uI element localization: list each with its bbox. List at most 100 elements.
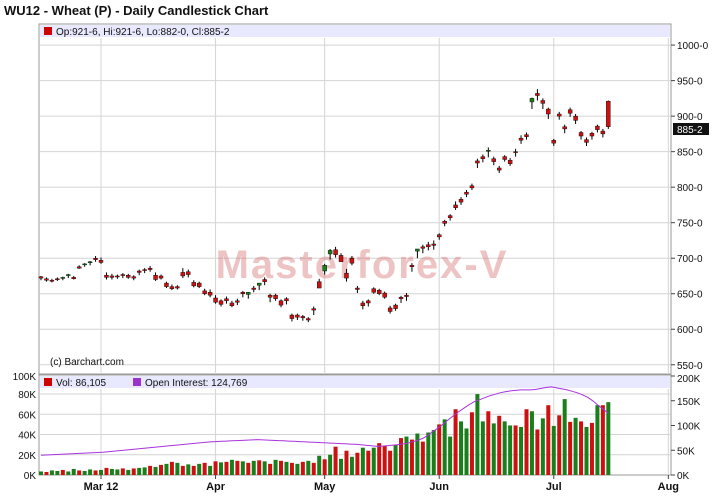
volume-bar [273,459,278,475]
price-tick-label: 700-0 [677,254,703,265]
volume-bar [431,429,436,475]
volume-bar [317,455,322,475]
volume-bar [535,429,540,475]
volume-bar [399,438,404,475]
last-price-tag-box [673,123,709,135]
candle-body [584,139,589,143]
volume-top-label: 100K [13,372,37,383]
candle-body [235,300,240,303]
volume-bar [464,428,469,475]
price-tick-label: 1000-0 [677,41,709,52]
price-tick-label: 600-0 [677,325,703,336]
open-interest-line [40,386,609,456]
candle-body [240,292,246,294]
candle-body [71,277,76,280]
candle-body [251,287,256,290]
candle-body [415,248,420,252]
oi-tick-label: 150K [677,397,701,408]
candle-body [333,249,338,255]
volume-bar [126,469,131,475]
month-label: Mar 12 [84,481,119,493]
volume-bar [137,467,142,475]
volume-bar [202,462,207,475]
candle-body [262,279,267,282]
candle-body [49,280,55,282]
candle-body [573,115,578,121]
volume-bar [480,421,485,475]
volume-bar [557,415,562,475]
candle-body [142,269,147,271]
volume-bar [284,461,289,475]
candle-body [136,270,142,273]
price-tick-label: 800-0 [677,183,703,194]
volume-bar [186,464,191,475]
candle-body [229,302,235,307]
volume-bar [448,436,453,475]
candle-body [355,287,360,290]
candle-body [153,275,158,280]
volume-bar [279,460,284,475]
candle-body [158,275,164,279]
candle-body [246,292,251,295]
price-legend-text: Op:921-6, Hi:921-6, Lo:882-0, Cl:885-2 [56,27,230,38]
volume-bar [409,439,414,475]
volume-bar [224,461,229,475]
candle-body [600,130,606,135]
candle-body [562,126,567,130]
volume-bar [459,421,464,475]
volume-bar [60,469,65,475]
volume-bar [519,426,524,475]
volume-bar [49,470,54,475]
candle-body [360,302,366,307]
volume-tick-label: 40K [18,431,36,442]
candle-body [284,298,289,302]
watermark: Masterforex-V [216,243,509,287]
candle-body [164,282,169,287]
volume-bar [191,465,196,475]
candle-body [87,261,93,263]
volume-bar [502,421,507,475]
candle-body [557,113,562,117]
volume-tick-label: 20K [18,451,36,462]
volume-bar [497,415,502,475]
candle-body [82,263,87,266]
volume-bar [148,465,153,475]
candle-body [169,286,175,289]
volume-bar [442,419,447,475]
volume-bar [322,459,327,475]
candle-body [109,275,115,278]
candle-body [524,134,529,137]
volume-bar [551,425,556,475]
volume-bar [131,468,136,475]
candle-body [300,316,306,319]
last-price-tag: 885-2 [677,125,703,136]
candle-body [453,204,458,208]
volume-bar [393,444,398,475]
candle-body [38,276,44,279]
volume-bar [159,464,164,475]
candle-body [120,274,126,276]
month-label: Apr [206,481,226,493]
candle-body [289,314,295,319]
volume-bar [251,460,256,475]
volume-bar [328,454,333,475]
volume-bar [606,402,611,475]
volume-bar [404,436,409,475]
price-legend-band [40,25,670,37]
candle-body [475,160,480,164]
candle-body [529,98,535,103]
candle-body [104,275,109,278]
month-label: Aug [658,481,679,493]
volume-bar [540,418,545,475]
volume-bar [39,471,43,475]
volume-bar [175,462,180,475]
candle-body [447,215,453,218]
oi-tick-label: 0K [677,471,690,482]
volume-tick-label: 80K [18,390,36,401]
candle-body [327,250,333,255]
price-tick-label: 750-0 [677,219,703,230]
volume-bar [289,462,294,475]
price-tick-label: 900-0 [677,112,703,123]
price-panel: Op:921-6, Hi:921-6, Lo:882-0, Cl:885-2 5… [38,23,709,375]
candle-body [420,246,426,249]
